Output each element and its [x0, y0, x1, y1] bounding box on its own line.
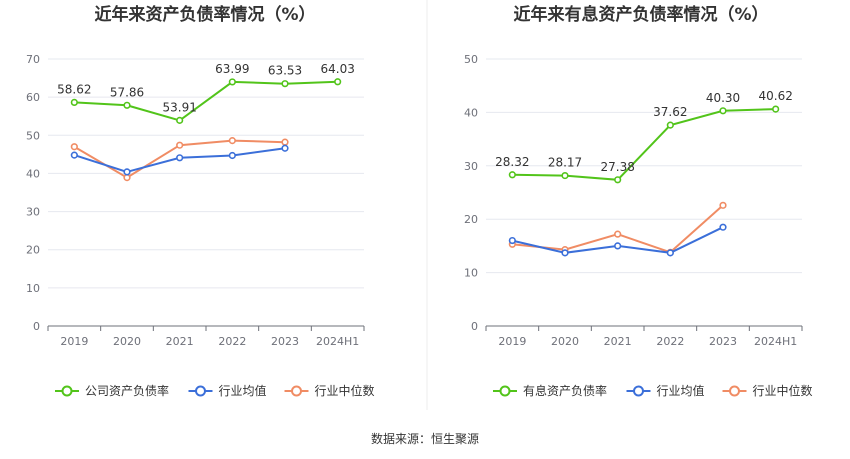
data-point[interactable]	[228, 151, 236, 160]
y-tick-label: 10	[26, 282, 40, 295]
data-source-label: 数据来源：恒生聚源	[371, 431, 479, 446]
data-label: 63.53	[268, 64, 302, 78]
data-point[interactable]	[281, 144, 289, 152]
x-tick-label: 2022	[656, 335, 684, 348]
legend-label: 行业中位数	[315, 383, 375, 398]
x-tick-label: 2021	[166, 335, 194, 348]
data-point[interactable]	[70, 143, 78, 151]
x-tick-label: 2024H1	[316, 335, 359, 348]
series-line	[512, 108, 776, 181]
data-point[interactable]	[123, 174, 131, 182]
data-label: 37.62	[653, 105, 687, 119]
chart-panel-debt-ratio: 近年来资产负债率情况（%） 0 10 20 30 40 50 60 70 2019 2020 2021…	[26, 4, 375, 398]
data-label: 28.17	[548, 156, 582, 170]
legend-label: 行业均值	[657, 383, 705, 398]
data-point[interactable]	[123, 168, 131, 176]
y-tick-label: 30	[26, 206, 40, 219]
legend-marker-icon	[729, 385, 740, 397]
data-point[interactable]	[228, 78, 236, 86]
series-line	[74, 80, 338, 122]
x-tick-label: 2020	[551, 335, 579, 348]
y-tick-label: 60	[26, 91, 40, 104]
x-tick-label: 2023	[709, 335, 737, 348]
data-label: 27.38	[600, 160, 634, 174]
data-point[interactable]	[561, 171, 569, 180]
data-point[interactable]	[281, 80, 289, 88]
data-point[interactable]	[666, 121, 674, 129]
data-point[interactable]	[176, 141, 184, 149]
x-tick-label: 2023	[271, 335, 299, 348]
data-point[interactable]	[719, 107, 727, 115]
data-point[interactable]	[614, 176, 622, 184]
x-tick-label: 2019	[498, 335, 526, 348]
y-tick-label: 0	[471, 320, 478, 333]
x-tick-label: 2024H1	[754, 335, 797, 348]
data-label: 58.62	[57, 82, 91, 96]
y-tick-label: 10	[464, 267, 478, 280]
data-point[interactable]	[614, 230, 622, 238]
legend-label: 公司资产负债率	[85, 383, 169, 398]
data-label: 53.91	[162, 100, 196, 114]
y-tick-label: 20	[26, 244, 40, 257]
y-tick-label: 0	[33, 320, 40, 333]
data-point[interactable]	[281, 138, 289, 146]
legend-item[interactable]: 公司资产负债率	[55, 383, 169, 398]
data-label: 63.99	[215, 62, 249, 76]
data-point[interactable]	[719, 223, 727, 231]
chart-title: 近年来资产负债率情况（%）	[94, 4, 315, 25]
y-tick-label: 70	[26, 53, 40, 66]
legend-marker-icon	[291, 385, 302, 397]
data-label: 64.03	[320, 62, 354, 76]
chart-panel-interest-debt-ratio: 近年来有息资产负债率情况（%） 0 10 20 30 40 50 2019 2020 2021 20…	[464, 4, 813, 398]
y-tick-label: 20	[464, 213, 478, 226]
x-tick-label: 2020	[113, 335, 141, 348]
data-point[interactable]	[508, 236, 516, 245]
data-point[interactable]	[123, 101, 131, 109]
chart-title: 近年来有息资产负债率情况（%）	[513, 4, 768, 25]
data-point[interactable]	[176, 154, 184, 162]
legend-item[interactable]: 有息资产负债率	[493, 383, 607, 398]
data-point[interactable]	[334, 78, 342, 86]
x-tick-label: 2019	[60, 335, 88, 348]
data-point[interactable]	[176, 116, 184, 124]
data-label: 57.86	[110, 85, 144, 99]
data-point[interactable]	[70, 98, 78, 107]
data-point[interactable]	[228, 137, 236, 145]
legend-label: 有息资产负债率	[523, 383, 607, 398]
legend-marker-icon	[633, 385, 644, 397]
y-tick-label: 40	[26, 167, 40, 180]
data-point[interactable]	[614, 242, 622, 250]
legend-marker-icon	[61, 385, 73, 397]
data-label: 28.32	[495, 155, 529, 169]
y-tick-label: 40	[464, 106, 478, 119]
data-point[interactable]	[666, 249, 674, 257]
legend-item[interactable]: 行业中位数	[722, 383, 813, 398]
y-tick-label: 50	[464, 53, 478, 66]
data-point[interactable]	[70, 151, 78, 159]
data-label: 40.30	[706, 91, 740, 105]
data-point[interactable]	[719, 201, 727, 209]
legend-marker-icon	[195, 385, 206, 397]
y-tick-label: 50	[26, 129, 40, 142]
legend-item[interactable]: 行业中位数	[284, 383, 375, 398]
data-point[interactable]	[772, 105, 780, 113]
legend-label: 行业均值	[219, 383, 267, 398]
legend-item[interactable]: 行业均值	[188, 383, 267, 398]
data-point[interactable]	[508, 171, 516, 179]
legend-item[interactable]: 行业均值	[626, 383, 705, 398]
data-point[interactable]	[561, 249, 569, 257]
legend-label: 行业中位数	[753, 383, 813, 398]
legend-marker-icon	[499, 385, 511, 397]
y-tick-label: 30	[464, 160, 478, 173]
data-label: 40.62	[758, 89, 792, 103]
x-tick-label: 2022	[218, 335, 246, 348]
x-tick-label: 2021	[604, 335, 632, 348]
